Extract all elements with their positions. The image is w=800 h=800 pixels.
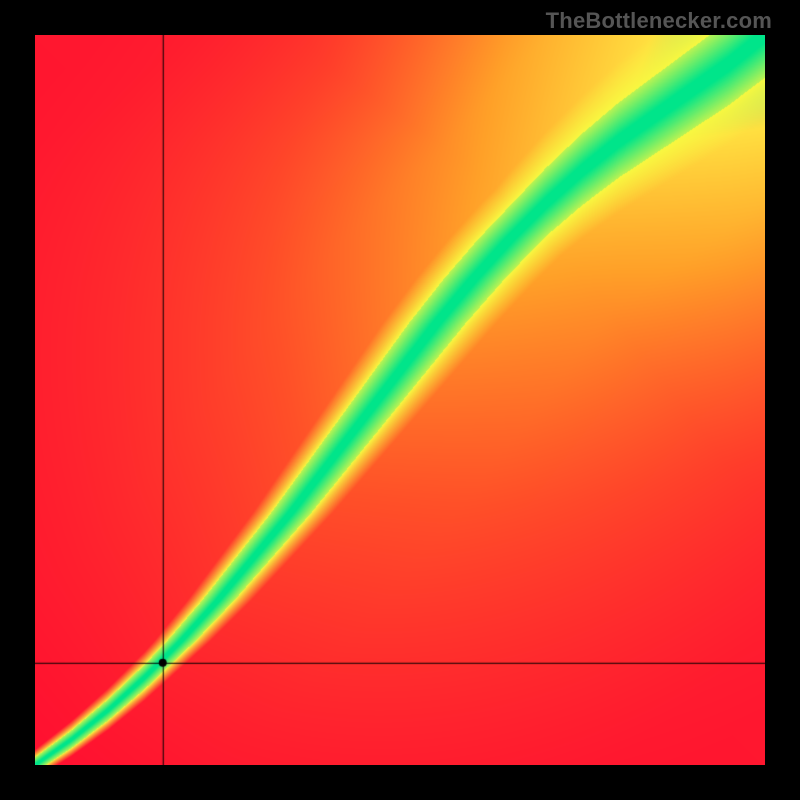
watermark-text: TheBottlenecker.com	[546, 8, 772, 34]
chart-container: TheBottlenecker.com	[0, 0, 800, 800]
heatmap-canvas	[35, 35, 765, 765]
